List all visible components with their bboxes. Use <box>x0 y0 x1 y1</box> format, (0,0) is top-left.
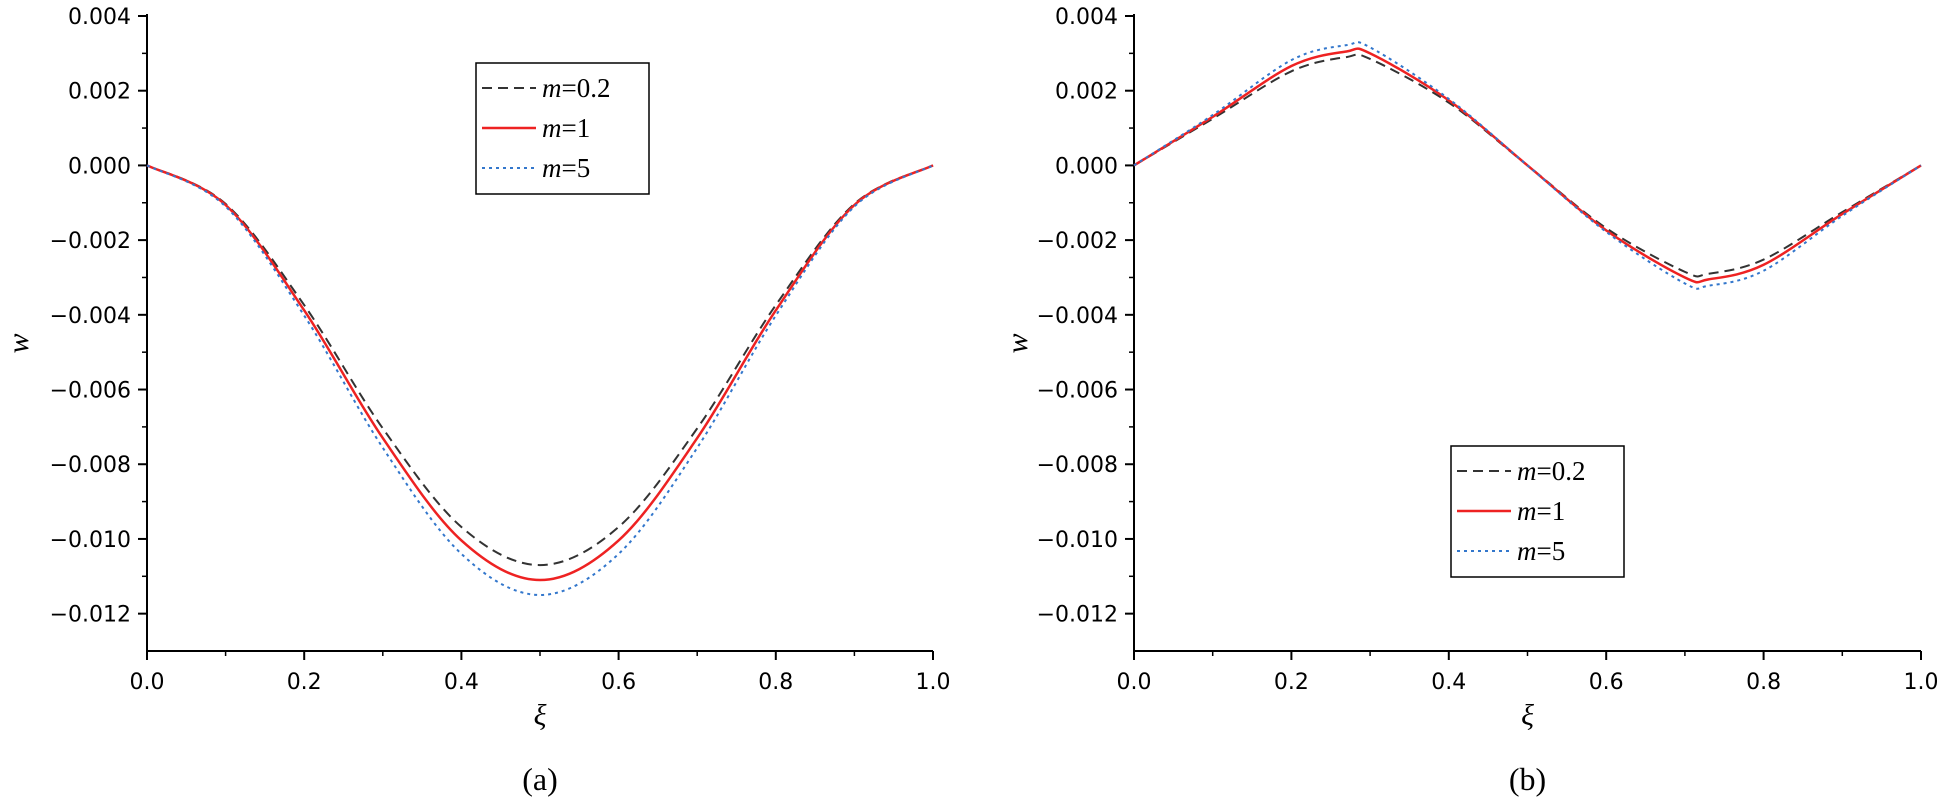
x-tick-label: 0.2 <box>287 670 322 695</box>
y-axis-title: w <box>2 333 35 353</box>
x-tick-label: 0.2 <box>1274 670 1309 695</box>
legend-value: =0.2 <box>1537 456 1586 486</box>
x-tick-label: 1.0 <box>1904 670 1938 695</box>
legend-variable: m <box>542 113 562 143</box>
legend-value: =5 <box>562 153 591 183</box>
y-tick-label: 0.002 <box>1055 80 1118 105</box>
y-tick-label: 0.004 <box>68 5 131 30</box>
legend-variable: m <box>542 153 562 183</box>
y-tick-label: 0.002 <box>68 80 131 105</box>
legend-variable: m <box>542 73 562 103</box>
x-tick-label: 0.0 <box>130 670 165 695</box>
legend-entry: m=5 <box>542 153 590 183</box>
y-tick-label: −0.008 <box>50 453 131 478</box>
x-tick-label: 0.6 <box>601 670 636 695</box>
x-axis-title: ξ <box>534 699 547 732</box>
legend-entry: m=0.2 <box>1517 456 1585 486</box>
legend-entry: m=1 <box>1517 496 1565 526</box>
y-axis-title: w <box>1001 333 1034 353</box>
legend-value: =1 <box>562 113 591 143</box>
y-tick-label: −0.012 <box>50 603 131 628</box>
legend-variable: m <box>1517 456 1537 486</box>
legend-entry: m=5 <box>1517 536 1565 566</box>
legend: m=0.2m=1m=5 <box>1450 445 1625 578</box>
y-tick-label: 0.000 <box>68 154 131 179</box>
legend-variable: m <box>1517 496 1537 526</box>
panel-label: (a) <box>522 761 558 797</box>
x-tick-label: 0.0 <box>1117 670 1152 695</box>
x-axis-title: ξ <box>1521 699 1534 732</box>
y-tick-label: −0.006 <box>1037 379 1118 404</box>
y-tick-label: −0.002 <box>50 229 131 254</box>
y-tick-label: −0.004 <box>50 304 131 329</box>
legend-variable: m <box>1517 536 1537 566</box>
legend-value: =5 <box>1537 536 1566 566</box>
chart-panel-a: 0.004 0.002 0.000 −0.002 −0.004 −0.006 −0.008 −… <box>2 5 951 797</box>
y-tick-label: −0.006 <box>50 379 131 404</box>
legend-value: =0.2 <box>562 73 611 103</box>
legend-value: =1 <box>1537 496 1566 526</box>
legend-entry: m=0.2 <box>542 73 610 103</box>
legend: m=0.2m=1m=5 <box>475 62 650 195</box>
y-tick-label: −0.012 <box>1037 603 1118 628</box>
chart-panel-b: 0.004 0.002 0.000 −0.002 −0.004 −0.006 −0.008 −… <box>1001 5 1938 797</box>
y-tick-label: −0.010 <box>50 528 131 553</box>
y-tick-label: −0.002 <box>1037 229 1118 254</box>
legend-entry: m=1 <box>542 113 590 143</box>
panel-label: (b) <box>1509 761 1546 797</box>
y-tick-label: −0.008 <box>1037 453 1118 478</box>
x-tick-label: 0.8 <box>758 670 793 695</box>
series-line-m-5 <box>146 164 934 596</box>
series-line-m-0-2 <box>146 164 934 567</box>
x-tick-label: 0.8 <box>1746 670 1781 695</box>
y-tick-label: 0.004 <box>1055 5 1118 30</box>
y-tick-label: 0.000 <box>1055 154 1118 179</box>
series-line-m-1 <box>146 164 934 582</box>
x-tick-label: 0.6 <box>1589 670 1624 695</box>
y-tick-label: −0.010 <box>1037 528 1118 553</box>
x-tick-label: 0.4 <box>444 670 479 695</box>
series-line-m-5 <box>1133 41 1922 290</box>
x-tick-label: 1.0 <box>916 670 951 695</box>
y-tick-label: −0.004 <box>1037 304 1118 329</box>
x-tick-label: 0.4 <box>1431 670 1466 695</box>
